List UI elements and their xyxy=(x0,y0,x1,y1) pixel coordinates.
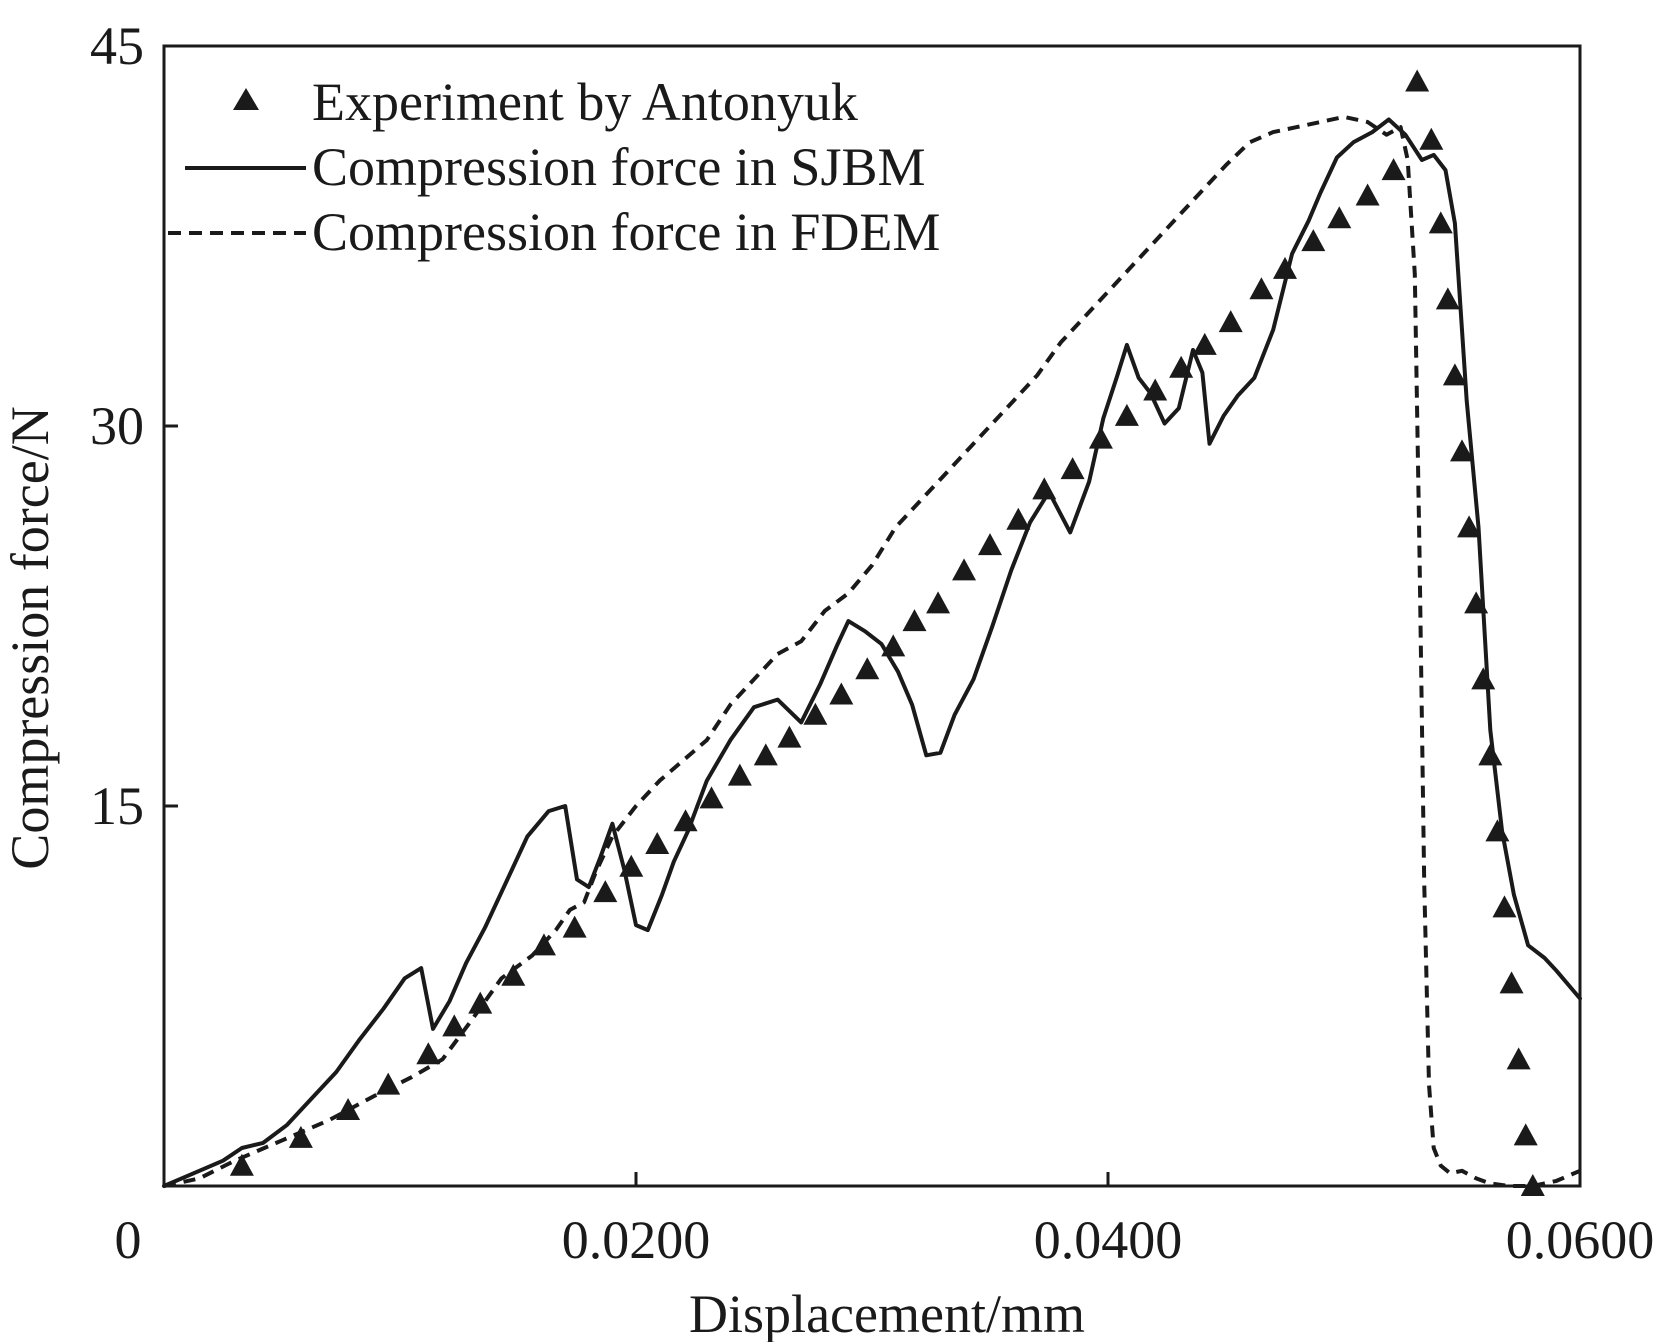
data-point-triangle xyxy=(468,991,493,1014)
y-axis-label: Compression force/N xyxy=(0,406,60,869)
data-point-triangle xyxy=(1192,332,1217,355)
data-point-triangle xyxy=(1060,457,1085,480)
x-axis: 0 0.0200 0.0400 0.0600 xyxy=(115,1172,1655,1270)
x-tick-label: 0.0200 xyxy=(562,1210,711,1270)
data-point-triangle xyxy=(1442,363,1467,386)
data-point-triangle xyxy=(1513,1123,1538,1146)
data-point-triangle xyxy=(902,609,927,632)
data-point-triangle xyxy=(1006,507,1031,530)
data-point-triangle xyxy=(1457,515,1482,538)
series-fdem-line xyxy=(163,114,1581,1188)
data-point-triangle xyxy=(829,682,854,705)
data-point-triangle xyxy=(855,657,880,680)
data-point-triangle xyxy=(926,591,951,614)
data-point-triangle xyxy=(1273,256,1297,279)
data-point-triangle xyxy=(1435,287,1460,310)
legend-item-sjbm: Compression force in SJBM xyxy=(185,137,926,197)
data-point-triangle xyxy=(416,1042,441,1065)
data-point-triangle xyxy=(1478,743,1503,766)
data-point-triangle xyxy=(288,1125,313,1148)
data-point-triangle xyxy=(753,743,778,766)
y-tick-label: 45 xyxy=(90,16,144,76)
data-point-triangle xyxy=(562,915,587,938)
data-point-triangle xyxy=(1249,277,1274,300)
legend-item-experiment: Experiment by Antonyuk xyxy=(233,72,858,132)
series-sjbm-line xyxy=(162,117,1582,1188)
data-point-triangle xyxy=(1301,229,1326,252)
data-point-triangle xyxy=(376,1072,401,1095)
data-point-triangle xyxy=(952,558,977,581)
data-point-triangle xyxy=(699,786,724,809)
data-point-triangle xyxy=(593,880,618,903)
data-point-triangle xyxy=(501,963,526,986)
data-point-triangle xyxy=(777,725,802,748)
data-point-triangle xyxy=(1506,1047,1531,1070)
data-point-triangle xyxy=(645,832,670,854)
data-point-triangle xyxy=(1114,403,1139,426)
data-point-triangle xyxy=(1327,206,1352,229)
legend-label-sjbm: Compression force in SJBM xyxy=(312,137,926,197)
data-point-triangle xyxy=(1492,895,1517,918)
data-point-triangle xyxy=(1499,971,1524,994)
plot-area xyxy=(162,69,1582,1196)
data-point-triangle xyxy=(803,702,828,725)
x-axis-label: Displacement/mm xyxy=(689,1284,1085,1342)
y-tick-label: 30 xyxy=(90,396,144,456)
plot-frame xyxy=(162,44,1582,1188)
data-point-triangle xyxy=(1450,439,1474,462)
data-point-triangle xyxy=(1355,183,1380,206)
data-point-triangle xyxy=(1428,211,1453,234)
legend-triangle-marker xyxy=(233,88,259,110)
legend-label-fdem: Compression force in FDEM xyxy=(312,202,940,262)
data-point-triangle xyxy=(442,1014,467,1037)
x-tick-label: 0.0600 xyxy=(1506,1210,1655,1270)
data-point-triangle xyxy=(1218,310,1243,333)
data-point-triangle xyxy=(1419,127,1444,150)
data-point-triangle xyxy=(978,533,1002,556)
data-point-triangle xyxy=(727,763,752,786)
x-tick-label: 0.0400 xyxy=(1034,1210,1183,1270)
legend: Experiment by Antonyuk Compression force… xyxy=(168,72,940,262)
y-tick-label: 15 xyxy=(90,776,144,836)
data-point-triangle xyxy=(1405,69,1430,92)
legend-item-fdem: Compression force in FDEM xyxy=(168,202,940,262)
data-point-triangle xyxy=(229,1153,254,1176)
x-tick-label: 0 xyxy=(115,1210,142,1270)
y-axis: 15 30 45 xyxy=(90,16,178,836)
legend-label-experiment: Experiment by Antonyuk xyxy=(312,72,858,132)
data-point-triangle xyxy=(1381,158,1406,181)
